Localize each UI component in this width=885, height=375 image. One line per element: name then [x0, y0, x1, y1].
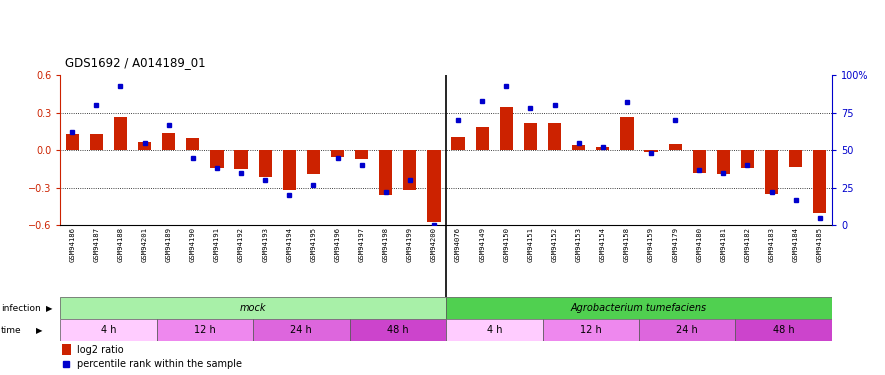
- Text: mock: mock: [240, 303, 266, 313]
- Text: GSM94191: GSM94191: [214, 227, 220, 262]
- Bar: [668, 144, 681, 150]
- Bar: [451, 136, 465, 150]
- Text: GSM94181: GSM94181: [720, 227, 727, 262]
- Text: 12 h: 12 h: [194, 325, 216, 335]
- Text: GSM94158: GSM94158: [624, 227, 630, 262]
- Text: 48 h: 48 h: [387, 325, 409, 335]
- Bar: [62, 344, 71, 355]
- Bar: [548, 123, 561, 150]
- Text: GSM94154: GSM94154: [600, 227, 606, 262]
- Bar: [282, 150, 296, 190]
- Bar: [60, 319, 157, 341]
- Text: GSM94199: GSM94199: [407, 227, 413, 262]
- Text: 4 h: 4 h: [487, 325, 502, 335]
- Text: percentile rank within the sample: percentile rank within the sample: [77, 359, 242, 369]
- Text: GSM94159: GSM94159: [648, 227, 654, 262]
- Text: 48 h: 48 h: [773, 325, 795, 335]
- Text: GSM94153: GSM94153: [575, 227, 581, 262]
- Text: ▶: ▶: [36, 326, 42, 335]
- Text: 4 h: 4 h: [101, 325, 116, 335]
- Bar: [114, 117, 127, 150]
- Text: GSM94201: GSM94201: [142, 227, 148, 262]
- Text: GSM94185: GSM94185: [817, 227, 823, 262]
- Text: GSM94179: GSM94179: [672, 227, 678, 262]
- Text: GSM94180: GSM94180: [696, 227, 703, 262]
- Bar: [446, 319, 543, 341]
- Text: GSM94182: GSM94182: [744, 227, 750, 262]
- Bar: [524, 123, 537, 150]
- Bar: [65, 134, 79, 150]
- Bar: [427, 150, 441, 222]
- Text: GSM94190: GSM94190: [189, 227, 196, 262]
- Text: GSM94195: GSM94195: [311, 227, 317, 262]
- Text: Agrobacterium tumefaciens: Agrobacterium tumefaciens: [571, 303, 707, 313]
- Bar: [162, 133, 175, 150]
- Bar: [157, 319, 253, 341]
- Bar: [404, 150, 417, 190]
- Bar: [765, 150, 778, 194]
- Bar: [307, 150, 320, 174]
- Bar: [350, 319, 446, 341]
- Bar: [543, 319, 639, 341]
- Bar: [258, 150, 272, 177]
- Text: GSM94076: GSM94076: [455, 227, 461, 262]
- Text: log2 ratio: log2 ratio: [77, 345, 124, 355]
- Bar: [60, 297, 446, 319]
- Bar: [89, 134, 103, 150]
- Bar: [741, 150, 754, 168]
- Bar: [735, 319, 832, 341]
- Bar: [211, 150, 224, 168]
- Text: GSM94183: GSM94183: [768, 227, 774, 262]
- Text: GDS1692 / A014189_01: GDS1692 / A014189_01: [65, 56, 205, 69]
- Text: GSM94192: GSM94192: [238, 227, 244, 262]
- Text: GSM94200: GSM94200: [431, 227, 437, 262]
- Text: GSM94189: GSM94189: [165, 227, 172, 262]
- Text: 12 h: 12 h: [580, 325, 602, 335]
- Bar: [331, 150, 344, 156]
- Text: GSM94151: GSM94151: [527, 227, 534, 262]
- Bar: [639, 319, 735, 341]
- Bar: [379, 150, 392, 195]
- Text: GSM94184: GSM94184: [793, 227, 799, 262]
- Text: GSM94193: GSM94193: [262, 227, 268, 262]
- Bar: [253, 319, 350, 341]
- Bar: [644, 150, 658, 152]
- Bar: [693, 150, 706, 173]
- Bar: [355, 150, 368, 159]
- Text: 24 h: 24 h: [290, 325, 312, 335]
- Bar: [717, 150, 730, 174]
- Text: GSM94198: GSM94198: [382, 227, 389, 262]
- Text: GSM94149: GSM94149: [479, 227, 485, 262]
- Bar: [475, 126, 489, 150]
- Bar: [500, 106, 513, 150]
- Text: GSM94188: GSM94188: [118, 227, 124, 262]
- Bar: [186, 138, 199, 150]
- Text: 24 h: 24 h: [676, 325, 698, 335]
- Bar: [596, 147, 610, 150]
- Bar: [813, 150, 827, 213]
- Text: ▶: ▶: [46, 304, 52, 313]
- Text: infection: infection: [1, 304, 41, 313]
- Text: GSM94186: GSM94186: [69, 227, 75, 262]
- Text: GSM94194: GSM94194: [286, 227, 292, 262]
- Bar: [572, 145, 585, 150]
- Text: GSM94150: GSM94150: [504, 227, 510, 262]
- Text: GSM94187: GSM94187: [93, 227, 99, 262]
- Bar: [789, 150, 803, 166]
- Bar: [138, 141, 151, 150]
- Bar: [620, 117, 634, 150]
- Text: GSM94152: GSM94152: [551, 227, 558, 262]
- Text: time: time: [1, 326, 21, 335]
- Bar: [235, 150, 248, 169]
- Bar: [446, 297, 832, 319]
- Text: GSM94196: GSM94196: [335, 227, 341, 262]
- Text: GSM94197: GSM94197: [358, 227, 365, 262]
